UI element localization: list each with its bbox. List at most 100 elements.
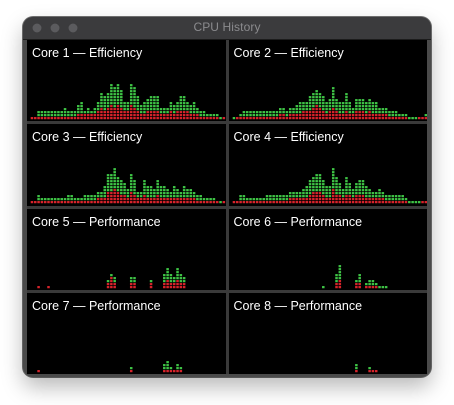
user-load-segment: [334, 189, 338, 192]
user-load-segment: [100, 99, 103, 102]
system-load-segment: [377, 114, 381, 117]
user-load-segment: [344, 186, 348, 189]
system-load-segment: [215, 201, 219, 204]
user-load-segment: [268, 195, 272, 198]
system-load-segment: [166, 114, 169, 117]
system-load-segment: [354, 114, 358, 117]
user-load-segment: [338, 273, 341, 276]
user-load-segment: [371, 105, 374, 108]
title-bar[interactable]: CPU History: [23, 17, 431, 40]
user-load-segment: [189, 111, 193, 114]
system-load-segment: [321, 201, 325, 204]
user-load-segment: [371, 282, 374, 285]
user-load-segment: [63, 111, 67, 114]
system-load-segment: [374, 369, 377, 372]
system-load-segment: [291, 201, 295, 204]
system-load-segment: [53, 117, 57, 120]
user-load-segment: [166, 267, 169, 270]
system-load-segment: [133, 111, 136, 114]
system-load-segment: [192, 201, 196, 204]
user-load-segment: [113, 105, 116, 108]
system-load-segment: [361, 195, 364, 198]
user-load-segment: [347, 183, 351, 186]
system-load-segment: [129, 108, 133, 111]
user-load-segment: [298, 105, 301, 108]
system-load-segment: [344, 201, 348, 204]
user-load-segment: [156, 105, 159, 108]
system-load-segment: [281, 114, 285, 117]
system-load-segment: [265, 117, 268, 120]
system-load-segment: [371, 369, 374, 372]
system-load-segment: [110, 114, 113, 117]
user-load-segment: [354, 99, 358, 102]
core-3-panel: Core 3 — Efficiency: [27, 124, 226, 206]
user-load-segment: [331, 96, 334, 99]
user-load-segment: [196, 111, 199, 114]
system-load-segment: [136, 114, 140, 117]
user-load-segment: [139, 195, 143, 198]
system-load-segment: [357, 117, 361, 120]
user-load-segment: [96, 195, 100, 198]
system-load-segment: [288, 198, 291, 201]
user-load-segment: [357, 108, 361, 111]
system-load-segment: [291, 198, 295, 201]
user-load-segment: [304, 186, 308, 189]
system-load-segment: [90, 201, 93, 204]
system-load-segment: [86, 201, 90, 204]
system-load-segment: [361, 111, 364, 114]
system-load-segment: [328, 201, 331, 204]
system-load-segment: [381, 198, 384, 201]
system-load-segment: [268, 117, 272, 120]
user-load-segment: [113, 93, 116, 96]
user-load-segment: [159, 186, 163, 189]
system-load-segment: [367, 114, 371, 117]
system-load-segment: [291, 114, 295, 117]
user-load-segment: [80, 108, 83, 111]
user-load-segment: [324, 195, 328, 198]
user-load-segment: [149, 105, 153, 108]
system-load-segment: [298, 114, 301, 117]
system-load-segment: [106, 282, 110, 285]
user-load-segment: [397, 198, 401, 201]
system-load-segment: [367, 111, 371, 114]
close-button[interactable]: [32, 23, 42, 33]
user-load-segment: [153, 192, 156, 195]
system-load-segment: [149, 198, 153, 201]
system-load-segment: [136, 201, 140, 204]
user-load-segment: [176, 105, 179, 108]
system-load-segment: [202, 117, 206, 120]
system-load-segment: [182, 282, 186, 285]
user-load-segment: [314, 90, 318, 93]
user-load-segment: [295, 111, 298, 114]
system-load-segment: [116, 198, 120, 201]
user-load-segment: [314, 96, 318, 99]
system-load-segment: [318, 201, 321, 204]
user-load-segment: [129, 183, 133, 186]
user-load-segment: [371, 195, 374, 198]
user-load-segment: [139, 111, 143, 114]
user-load-segment: [215, 114, 219, 117]
system-load-segment: [364, 285, 368, 288]
user-load-segment: [113, 186, 116, 189]
user-load-segment: [153, 108, 156, 111]
system-load-segment: [153, 198, 156, 201]
system-load-segment: [196, 117, 199, 120]
user-load-segment: [324, 105, 328, 108]
user-load-segment: [146, 99, 150, 102]
system-load-segment: [149, 114, 153, 117]
zoom-button[interactable]: [68, 23, 78, 33]
user-load-segment: [166, 189, 169, 192]
user-load-segment: [116, 102, 120, 105]
user-load-segment: [324, 111, 328, 114]
user-load-segment: [169, 105, 173, 108]
system-load-segment: [311, 108, 315, 111]
minimize-button[interactable]: [50, 23, 60, 33]
user-load-segment: [367, 102, 371, 105]
user-load-segment: [149, 99, 153, 102]
user-load-segment: [341, 192, 344, 195]
user-load-segment: [77, 111, 80, 114]
user-load-segment: [351, 189, 354, 192]
system-load-segment: [100, 117, 103, 120]
system-load-segment: [314, 111, 318, 114]
system-load-segment: [314, 114, 318, 117]
